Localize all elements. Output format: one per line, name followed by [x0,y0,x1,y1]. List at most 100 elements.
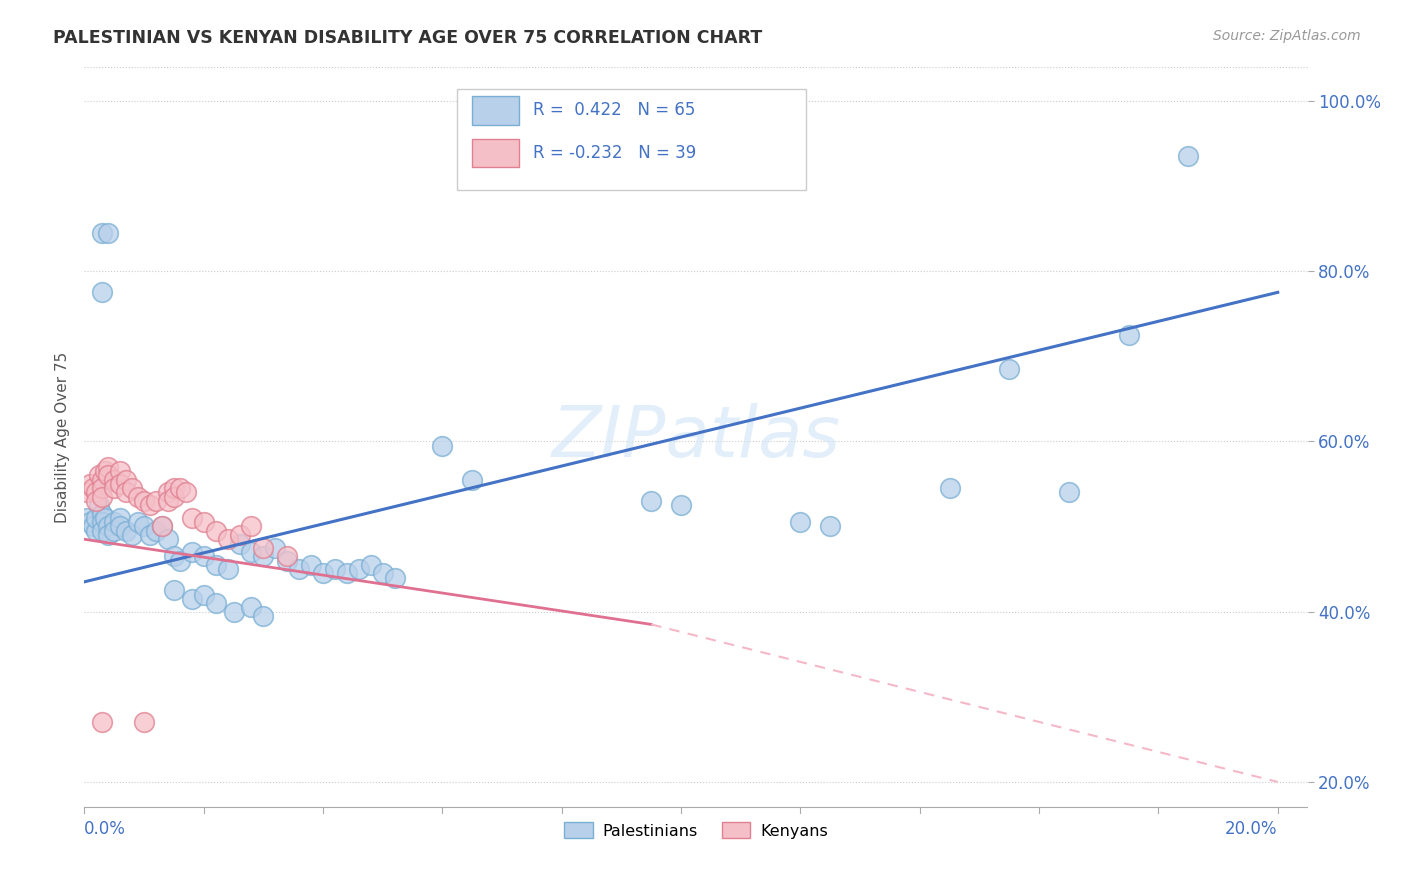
Text: Source: ZipAtlas.com: Source: ZipAtlas.com [1213,29,1361,43]
Point [193,588,215,602]
Point [91,515,114,529]
Point [640,494,662,508]
Point [84,511,107,525]
Point [94,464,117,478]
Point [84,494,107,508]
Point [264,541,287,555]
Legend: Palestinians, Kenyans: Palestinians, Kenyans [558,815,834,845]
Point [1177,149,1199,163]
Point [108,511,131,525]
Point [169,481,191,495]
Point [180,545,202,559]
FancyBboxPatch shape [472,139,519,168]
Point [97,519,120,533]
Point [150,519,173,533]
Point [115,524,138,538]
Text: ZIPatlas: ZIPatlas [551,402,841,472]
Point [360,558,382,572]
Point [121,481,143,495]
Point [132,519,155,533]
Point [336,566,359,581]
Point [89,498,111,512]
Point [217,562,239,576]
Point [818,519,841,533]
Point [115,473,138,487]
Point [103,473,125,487]
Point [94,511,117,525]
Point [432,439,454,453]
Point [384,571,406,585]
Point [998,362,1021,376]
Y-axis label: Disability Age Over 75: Disability Age Over 75 [55,351,70,523]
Point [1118,327,1140,342]
Point [1057,485,1080,500]
Text: 0.0%: 0.0% [84,821,127,838]
Point [174,485,197,500]
Point [79,515,101,529]
Point [115,485,138,500]
Point [139,498,162,512]
Point [228,528,250,542]
Point [103,524,125,538]
Point [97,528,120,542]
Point [156,494,179,508]
Point [276,549,298,564]
Point [669,498,692,512]
FancyBboxPatch shape [472,96,519,125]
Point [91,473,114,487]
Point [121,528,143,542]
Point [252,541,274,555]
Text: R =  0.422   N = 65: R = 0.422 N = 65 [533,102,696,120]
Point [150,519,173,533]
Point [240,545,263,559]
Point [108,519,131,533]
Point [156,485,179,500]
Point [82,519,104,533]
Point [156,533,179,547]
Point [82,481,104,495]
Point [76,485,98,500]
Point [139,528,162,542]
Point [240,519,263,533]
Point [180,511,202,525]
Point [789,515,811,529]
Point [132,494,155,508]
Text: R = -0.232   N = 39: R = -0.232 N = 39 [533,145,696,162]
Point [84,524,107,538]
FancyBboxPatch shape [457,88,806,190]
Point [145,494,167,508]
Point [163,583,186,598]
Point [91,481,114,495]
Point [217,533,239,547]
Point [91,490,114,504]
Point [299,558,322,572]
Point [145,524,167,538]
Point [228,536,250,550]
Point [91,226,114,240]
Point [288,562,311,576]
Point [91,507,114,521]
Point [108,464,131,478]
Point [97,459,120,474]
Point [97,468,120,483]
Point [252,608,274,623]
Point [193,549,215,564]
Point [371,566,394,581]
Point [89,468,111,483]
Point [91,285,114,300]
Point [204,596,226,610]
Point [938,481,960,495]
Point [323,562,346,576]
Point [127,515,149,529]
Point [312,566,335,581]
Point [193,515,215,529]
Point [163,481,186,495]
Point [169,553,191,567]
Point [204,524,226,538]
Point [103,481,125,495]
Point [222,605,245,619]
Point [204,558,226,572]
Point [461,473,484,487]
Text: PALESTINIAN VS KENYAN DISABILITY AGE OVER 75 CORRELATION CHART: PALESTINIAN VS KENYAN DISABILITY AGE OVE… [53,29,762,46]
Point [76,511,98,525]
